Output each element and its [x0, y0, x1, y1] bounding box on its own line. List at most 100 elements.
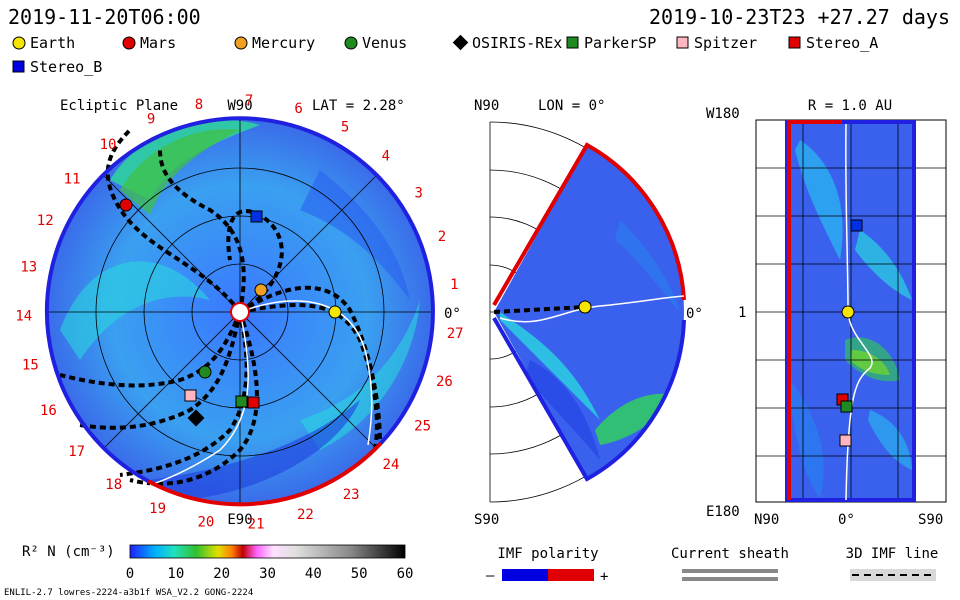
legend-label-stereo-b: Stereo_B	[30, 58, 102, 76]
meridional-boundary-positive	[492, 316, 686, 482]
sector-number: 3	[414, 186, 422, 202]
meridional-earth-marker	[578, 300, 592, 314]
legend-marker-parkersp	[566, 36, 579, 49]
colorbar: R² N (cm⁻³) 0 10 20 30 40 50 60	[22, 544, 413, 582]
earth-marker	[328, 305, 342, 319]
sector-number: 2	[438, 229, 446, 245]
mars-marker	[119, 198, 133, 212]
header-right-time: 2019-10-23T23 +27.27 days	[649, 5, 950, 29]
imf-polarity-legend: IMF polarity – +	[486, 546, 608, 585]
colorbar-tick-label: 20	[213, 566, 230, 582]
footer-run-info: ENLIL-2.7 lowres-2224-a3b1f WSA_V2.2 GON…	[4, 588, 253, 598]
sector-number: 5	[341, 120, 349, 136]
imf-polarity-minus: –	[486, 568, 495, 584]
radial-panel: R = 1.0 AU W180 1 E180 N90 0° S90	[706, 98, 947, 528]
imf-polarity-plus: +	[600, 569, 608, 585]
ecliptic-panel: Ecliptic Plane LAT = 2.28° W90 E90 0°	[15, 93, 463, 532]
legend-marker-earth	[12, 36, 26, 50]
radial-spitzer-marker	[839, 434, 852, 447]
radial-earth-marker	[841, 305, 855, 319]
stereo-a-marker	[247, 396, 260, 409]
sun-inner-boundary	[230, 302, 250, 322]
radial-stereo-b-marker	[850, 219, 863, 232]
sector-number: 10	[100, 137, 117, 153]
colorbar-tick-label: 50	[351, 566, 368, 582]
legend-label-osiris-rex: OSIRIS-REx	[472, 34, 562, 52]
ecliptic-current-sheet	[149, 300, 373, 486]
radial-x-mid-label: 0°	[838, 512, 855, 528]
imf-polarity-negative-swatch	[502, 569, 548, 581]
body-legend: Earth Mars Mercury Venus OSIRIS-REx ParkerSP S…	[12, 34, 878, 76]
sector-number: 25	[414, 419, 431, 435]
sector-number: 21	[248, 516, 265, 532]
sector-number: 7	[245, 93, 253, 109]
legend-label-mars: Mars	[140, 34, 176, 52]
legend-label-stereo-a: Stereo_A	[806, 34, 878, 52]
ecliptic-top-label: W90	[227, 98, 252, 114]
sector-number: 23	[343, 487, 360, 503]
legend-marker-venus	[344, 36, 358, 50]
radial-boundary-negative	[787, 120, 842, 500]
radial-mid-left-label: 1	[738, 305, 746, 321]
legend-label-venus: Venus	[362, 34, 407, 52]
ecliptic-bottom-label: E90	[227, 512, 252, 528]
colorbar-label: R² N (cm⁻³)	[22, 544, 115, 560]
header-left-time: 2019-11-20T06:00	[8, 5, 201, 29]
meridional-top-label: N90	[474, 98, 499, 114]
sector-number: 18	[105, 477, 122, 493]
sector-number: 15	[22, 357, 39, 373]
radial-r-label: R = 1.0 AU	[808, 98, 892, 114]
radial-top-left-label: W180	[706, 106, 740, 122]
meridional-boundary-negative	[492, 142, 686, 307]
colorbar-tick-label: 30	[259, 566, 276, 582]
radial-current-sheet	[845, 123, 873, 501]
meridional-current-sheet	[499, 295, 685, 323]
sector-number: 6	[294, 101, 302, 117]
colorbar-gradient	[129, 544, 406, 559]
mercury-marker	[254, 283, 268, 297]
colorbar-tick-label: 10	[167, 566, 184, 582]
sector-number: 4	[382, 148, 390, 164]
imf-polarity-label: IMF polarity	[497, 546, 598, 562]
ecliptic-right-label: 0°	[444, 306, 461, 322]
ecliptic-imf-lines	[59, 128, 382, 486]
sector-number: 14	[15, 308, 32, 324]
radial-x-left-label: N90	[754, 512, 779, 528]
colorbar-ticks: 0 10 20 30 40 50 60	[126, 566, 414, 582]
sector-number: 26	[436, 374, 453, 390]
parkersp-marker	[235, 395, 248, 408]
meridional-lon-label: LON = 0°	[538, 98, 605, 114]
current-sheath-legend: Current sheath	[671, 546, 789, 581]
legend-marker-stereo-a	[788, 36, 801, 49]
sector-number: 20	[198, 514, 215, 530]
current-sheath-swatch-bottom	[682, 577, 778, 581]
meridional-bottom-label: S90	[474, 512, 499, 528]
radial-x-right-label: S90	[918, 512, 943, 528]
sector-number: 19	[149, 501, 166, 517]
sector-number: 13	[20, 259, 37, 275]
sector-number: 17	[68, 444, 85, 460]
osiris-rex-marker	[187, 409, 205, 427]
sector-number: 27	[447, 326, 464, 342]
legend-label-mercury: Mercury	[252, 34, 315, 52]
current-sheath-swatch-top	[682, 569, 778, 573]
colorbar-tick-label: 60	[397, 566, 414, 582]
colorbar-tick-label: 0	[126, 566, 134, 582]
ecliptic-title: Ecliptic Plane	[60, 98, 178, 114]
stereo-b-marker	[250, 210, 263, 223]
imf-line-legend: 3D IMF line	[846, 546, 939, 581]
meridional-imf-line	[493, 305, 586, 314]
venus-marker	[198, 365, 212, 379]
ecliptic-density-features	[60, 120, 420, 500]
legend-label-earth: Earth	[30, 34, 75, 52]
legend-label-spitzer: Spitzer	[694, 34, 757, 52]
imf-line-label: 3D IMF line	[846, 546, 939, 562]
sector-number: 12	[37, 213, 54, 229]
sector-number: 24	[383, 457, 400, 473]
radial-parkersp-marker	[840, 400, 853, 413]
ecliptic-boundary-negative	[147, 441, 383, 507]
imf-polarity-positive-swatch	[548, 569, 594, 581]
sector-number: 22	[297, 507, 314, 523]
